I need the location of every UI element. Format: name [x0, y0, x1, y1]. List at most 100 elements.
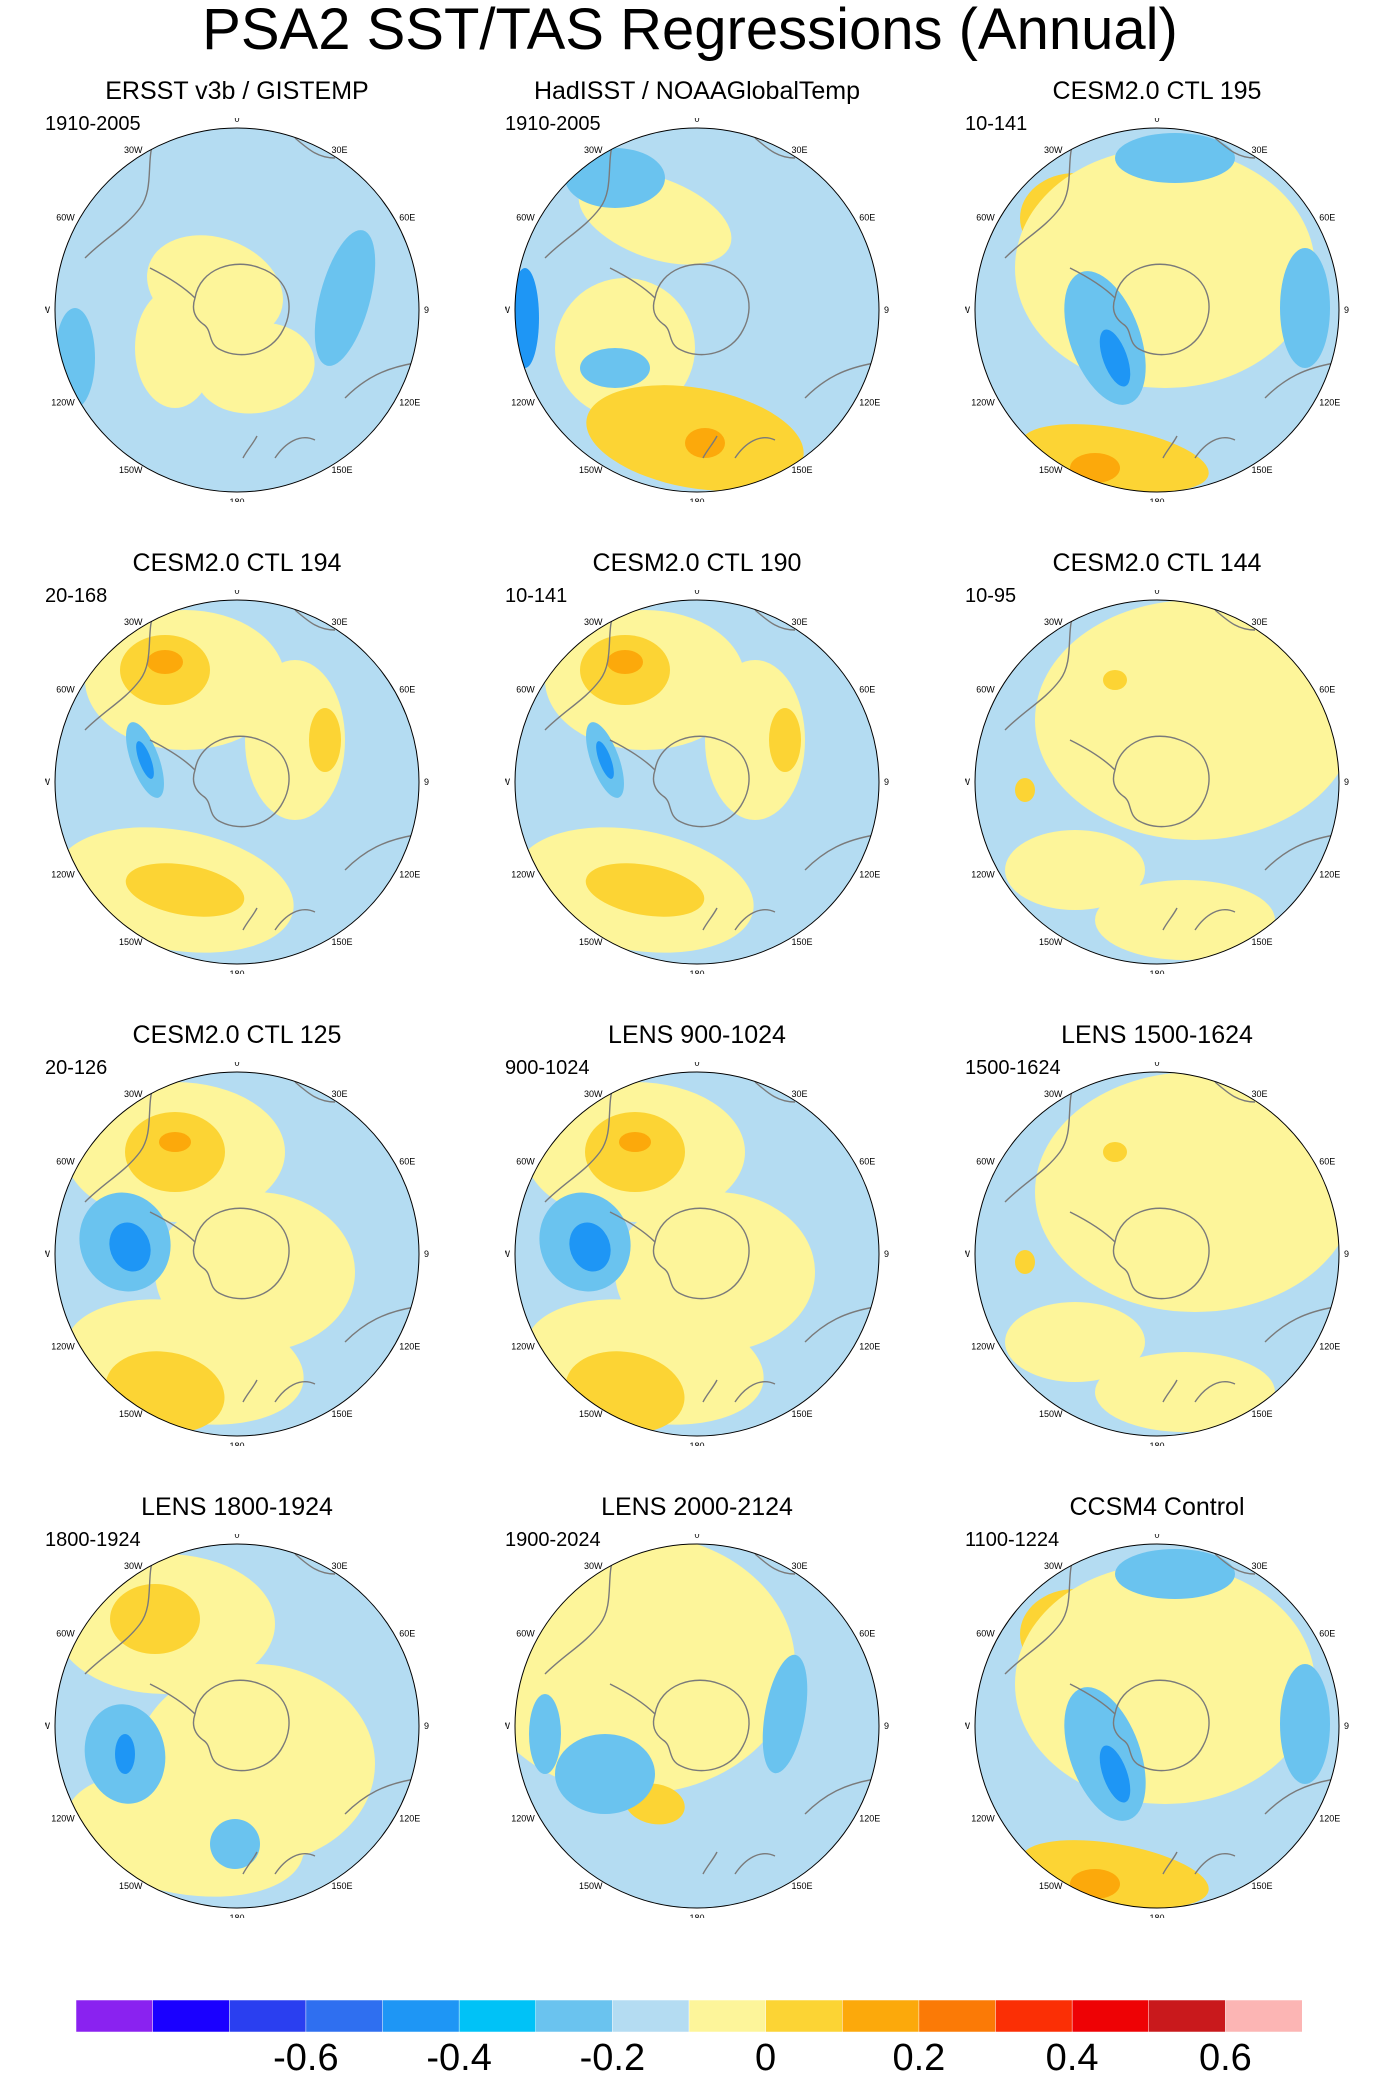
longitude-label: 60W	[976, 685, 995, 695]
longitude-label: 150W	[579, 1409, 603, 1419]
polar-map: 0 30E 60E 90E 120E 150E 180 150W 120W 90W 60W 30W	[45, 118, 429, 502]
anomaly-region	[1015, 1564, 1315, 1804]
south-america-coastline	[544, 1081, 616, 1203]
panel-period: 1500-1624	[965, 1057, 1061, 1079]
longitude-label: 180	[1149, 1913, 1164, 1918]
longitude-label: 30E	[332, 1089, 348, 1099]
longitude-label: 120E	[399, 1814, 420, 1824]
longitude-label: 150W	[1039, 937, 1063, 947]
south-america-coastline	[84, 137, 156, 259]
australia-coastline	[734, 1306, 876, 1403]
anomaly-region	[1115, 133, 1235, 183]
panel-period: 1800-1924	[45, 1529, 141, 1551]
longitude-label: 60E	[399, 1157, 415, 1167]
longitude-label: 150W	[119, 937, 143, 947]
panel-period: 1100-1224	[965, 1529, 1060, 1551]
australia-coastline	[1194, 834, 1336, 931]
longitude-label: 0	[1154, 1062, 1159, 1068]
longitude-label: 180	[229, 1441, 244, 1446]
map-boundary	[974, 599, 1340, 965]
colorbar-swatch	[1148, 2000, 1227, 2032]
panel-title: CESM2.0 CTL 190	[592, 549, 802, 577]
map-boundary	[54, 127, 420, 493]
longitude-label: 60E	[399, 213, 415, 223]
antarctica-coastline	[652, 1207, 750, 1300]
longitude-label: 60W	[56, 1157, 75, 1167]
longitude-label: 180	[1149, 1441, 1164, 1446]
map-boundary	[54, 1543, 420, 1909]
anomaly-region	[314, 230, 376, 366]
longitude-label: 120W	[51, 398, 75, 408]
longitude-label: 60W	[56, 213, 75, 223]
australia-coastline	[734, 362, 876, 459]
longitude-label: 90W	[965, 305, 970, 315]
polar-map: 0 30E 60E 90E 120E 150E 180 150W 120W 90W 60W 30W	[505, 118, 889, 502]
south-america-coastline	[84, 1081, 156, 1203]
longitude-label: 120E	[399, 1342, 420, 1352]
longitude-label: 30W	[584, 1561, 603, 1571]
colorbar-swatch	[842, 2000, 920, 2032]
polar-map: 0 30E 60E 90E 120E 150E 180 150W 120W 90W 60W 30W	[965, 1534, 1349, 1918]
peninsula-coastline	[1069, 1211, 1116, 1243]
polar-map: 0 30E 60E 90E 120E 150E 180 150W 120W 90W 60W 30W	[965, 118, 1349, 502]
longitude-label: 30W	[584, 1089, 603, 1099]
longitude-label: 60W	[56, 1629, 75, 1639]
panel-title: LENS 1800-1924	[141, 1493, 333, 1521]
map-panel: CESM2.0 CTL 190 0 30E 60E 90E 120E 150E 180 150W…	[467, 548, 927, 1020]
longitude-label: 120E	[399, 870, 420, 880]
anomaly-region	[1015, 1250, 1035, 1274]
longitude-label: 60E	[1319, 1157, 1335, 1167]
colorbar-label: 0	[755, 2037, 777, 2079]
longitude-label: 150W	[119, 1409, 143, 1419]
longitude-label: 90E	[1344, 1249, 1349, 1259]
longitude-label: 180	[1149, 497, 1164, 502]
anomaly-region	[1280, 1664, 1330, 1784]
panel-period: 900-1024	[505, 1057, 590, 1079]
longitude-label: 150E	[332, 465, 353, 475]
longitude-label: 120E	[1319, 870, 1340, 880]
colorbar-label: 0.2	[892, 2037, 946, 2079]
polar-map: 0 30E 60E 90E 120E 150E 180 150W 120W 90W 60W 30W	[45, 1534, 429, 1918]
longitude-label: 150E	[792, 465, 813, 475]
colorbar-swatch	[382, 2000, 460, 2032]
longitude-label: 60W	[516, 685, 535, 695]
colorbar-swatch	[152, 2000, 231, 2032]
longitude-label: 90W	[965, 1249, 970, 1259]
map-panel: HadISST / NOAAGlobalTemp 0 30E 60E 90E 120E 15…	[467, 76, 927, 548]
longitude-label: 120W	[51, 1814, 75, 1824]
new-zealand-coastline	[1162, 1379, 1178, 1403]
longitude-label: 0	[694, 1062, 699, 1068]
peninsula-coastline	[609, 739, 656, 771]
longitude-label: 150W	[1039, 1409, 1063, 1419]
new-zealand-coastline	[702, 907, 718, 931]
longitude-label: 120W	[971, 398, 995, 408]
longitude-label: 150E	[1252, 1409, 1273, 1419]
anomaly-region	[762, 1654, 808, 1774]
longitude-label: 60W	[976, 213, 995, 223]
peninsula-coastline	[1069, 1683, 1116, 1715]
anomaly-region	[115, 1734, 135, 1774]
africa-coastline	[754, 1081, 796, 1103]
anomaly-region	[1070, 1869, 1120, 1899]
antarctica-coastline	[192, 1207, 290, 1300]
south-america-coastline	[1004, 137, 1076, 259]
longitude-label: 90E	[424, 1721, 429, 1731]
anomaly-region	[555, 278, 695, 418]
colorbar-labels: -0.6 -0.4 -0.2 0 0.2 0.4 0.6	[0, 2036, 1380, 2086]
longitude-label: 0	[694, 590, 699, 596]
map-panel: CESM2.0 CTL 125 0 30E 60E 90E 120E 150E 180 150W…	[7, 1020, 467, 1492]
longitude-label: 120W	[511, 1814, 535, 1824]
africa-coastline	[294, 1081, 336, 1103]
longitude-label: 180	[229, 969, 244, 974]
africa-coastline	[1214, 609, 1256, 631]
longitude-label: 30W	[124, 145, 143, 155]
colorbar-swatch	[76, 2000, 154, 2032]
map-panel: LENS 1800-1924 0 30E 60E 90E 120E 150E 180 150W 1…	[7, 1492, 467, 1964]
map-panel: CESM2.0 CTL 194 0 30E 60E 90E 120E 150E 180 150W…	[7, 548, 467, 1020]
longitude-label: 90W	[505, 305, 510, 315]
anomaly-region	[1035, 600, 1339, 840]
longitude-label: 150W	[579, 937, 603, 947]
australia-coastline	[274, 362, 416, 459]
antarctica-coastline	[652, 1679, 750, 1772]
longitude-label: 60E	[859, 213, 875, 223]
